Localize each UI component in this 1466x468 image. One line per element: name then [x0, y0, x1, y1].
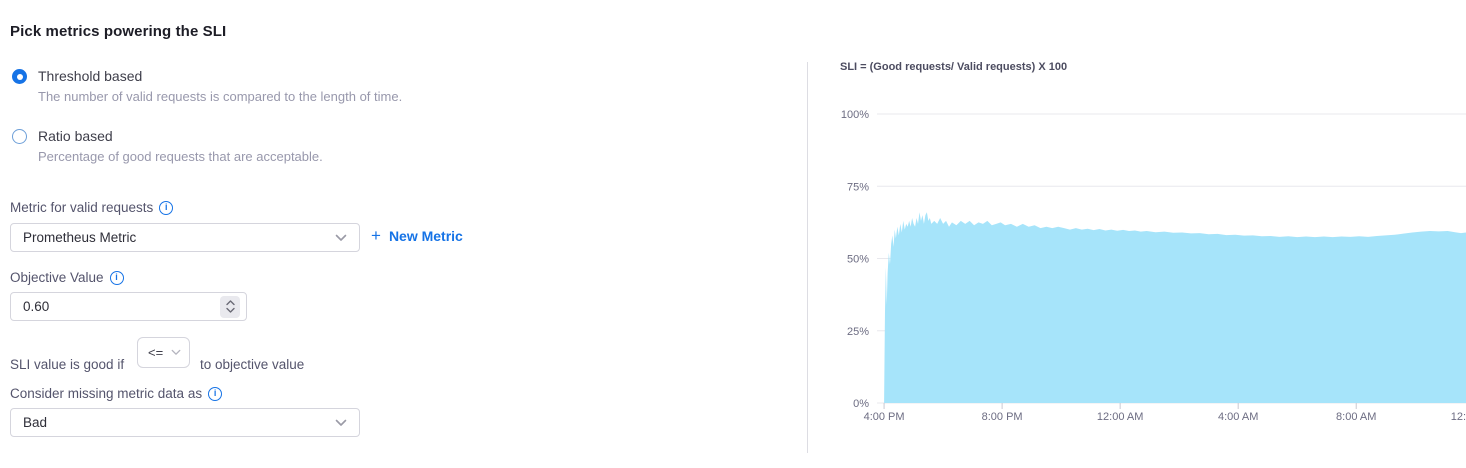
objective-value-label-text: Objective Value [10, 270, 104, 285]
sli-good-if-text: SLI value is good if [10, 357, 125, 372]
x-axis-tick-label: 8:00 AM [1336, 411, 1376, 423]
sli-area-chart: 0% 25% 50% 75% 100% 4:00 PM 8:00 PM 12:00 AM 4:0… [841, 109, 1466, 423]
new-metric-button-label: New Metric [388, 227, 463, 244]
chart-title: SLI = (Good requests/ Valid requests) X … [840, 61, 1068, 73]
panel-divider [807, 62, 808, 453]
new-metric-button[interactable]: + New Metric [371, 227, 463, 244]
x-axis-tick-label: 4:00 AM [1218, 411, 1258, 423]
x-axis-tick-label: 12:00 AM [1097, 411, 1143, 423]
x-axis-tick-label: 8:00 PM [982, 411, 1023, 423]
radio-description-threshold: The number of valid requests is compared… [38, 89, 403, 104]
radio-label-threshold[interactable]: Threshold based [38, 68, 143, 84]
x-axis-tick-label: 4:00 PM [864, 411, 905, 423]
y-axis-tick-label: 75% [847, 181, 869, 193]
stepper-down-icon[interactable] [225, 307, 235, 313]
info-icon[interactable]: i [109, 270, 124, 285]
info-icon[interactable]: i [159, 200, 174, 215]
comparator-value: <= [148, 345, 164, 360]
stepper-up-icon[interactable] [225, 300, 235, 306]
radio-label-ratio[interactable]: Ratio based [38, 128, 113, 144]
metric-for-valid-requests-label-text: Metric for valid requests [10, 200, 154, 215]
y-axis-tick-label: 50% [847, 254, 869, 266]
objective-value-input[interactable]: 0.60 [10, 292, 247, 321]
y-axis-tick-label: 0% [853, 398, 869, 410]
radio-description-ratio: Percentage of good requests that are acc… [38, 149, 323, 164]
area-series [884, 212, 1466, 403]
number-stepper[interactable] [220, 295, 240, 318]
sli-preview-chart-panel: SLI = (Good requests/ Valid requests) X … [807, 0, 1466, 468]
radio-option-ratio-based[interactable] [12, 129, 27, 144]
radio-option-threshold-based[interactable] [12, 69, 27, 84]
chevron-down-icon [171, 349, 181, 355]
missing-metric-data-label: Consider missing metric data as i [10, 386, 223, 401]
to-objective-value-text: to objective value [200, 357, 305, 372]
y-axis-tick-label: 25% [847, 326, 869, 338]
missing-data-select-value: Bad [23, 415, 48, 430]
plus-icon: + [371, 226, 381, 245]
metric-select[interactable]: Prometheus Metric [10, 223, 360, 252]
radio-button-ratio[interactable] [12, 129, 27, 144]
comparator-select[interactable]: <= [137, 337, 190, 368]
info-icon[interactable]: i [208, 386, 223, 401]
y-axis-tick-label: 100% [841, 109, 869, 121]
chevron-down-icon [335, 419, 347, 426]
missing-metric-data-label-text: Consider missing metric data as [10, 386, 203, 401]
metric-for-valid-requests-label: Metric for valid requests i [10, 200, 174, 215]
missing-data-select[interactable]: Bad [10, 408, 360, 437]
x-axis-tick-label: 12:00 PM [1451, 411, 1466, 423]
objective-value-label: Objective Value i [10, 270, 124, 285]
objective-value: 0.60 [23, 299, 50, 314]
radio-button-threshold[interactable] [12, 69, 27, 84]
page-title: Pick metrics powering the SLI [10, 23, 227, 40]
metric-select-value: Prometheus Metric [23, 230, 137, 245]
chevron-down-icon [335, 234, 347, 241]
